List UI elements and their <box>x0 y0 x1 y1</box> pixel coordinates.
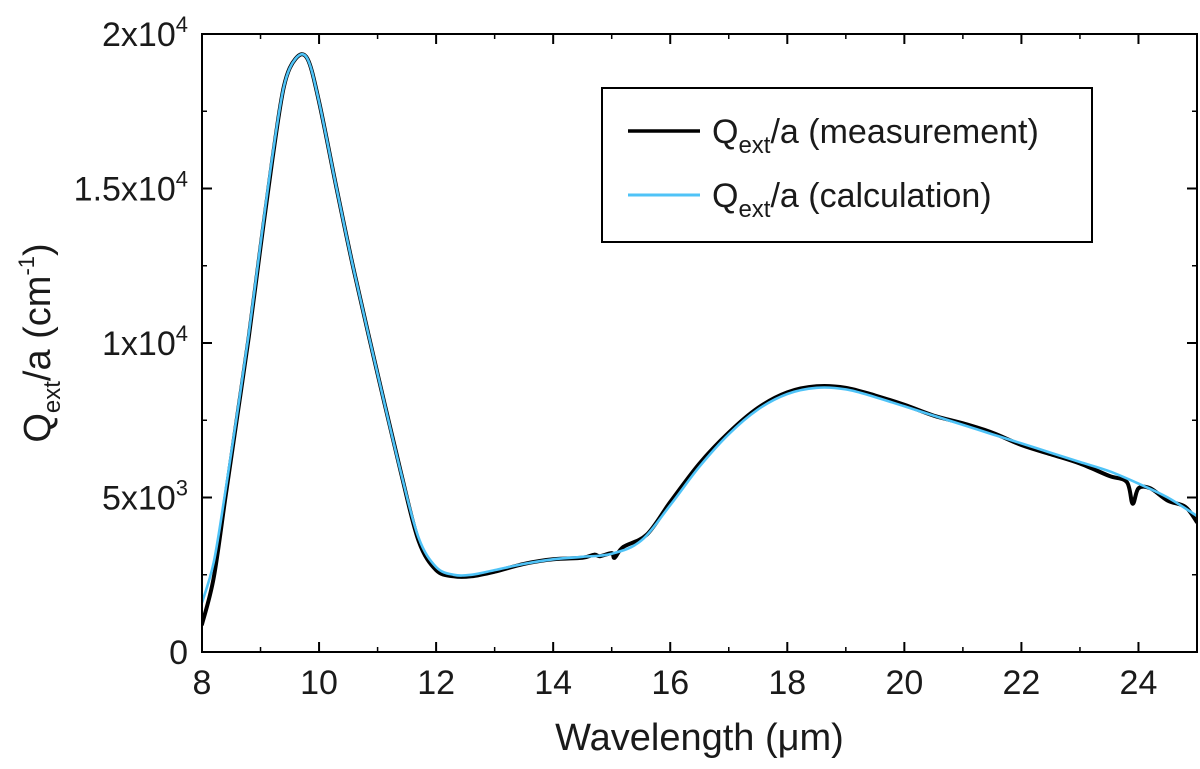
legend-label-measurement: Qext/a (measurement) <box>712 113 1039 159</box>
x-tick-label-8: 8 <box>193 664 212 702</box>
x-tick-label-12: 12 <box>417 664 455 702</box>
labels-layer: 8 10 12 14 16 18 20 22 24 0 5x103 1x104 1.5x104 2x104 <box>74 12 1158 702</box>
y-axis-title: Qext/a (cm-1) <box>14 243 66 442</box>
legend-label-calculation: Qext/a (calculation) <box>712 177 992 223</box>
x-tick-label-16: 16 <box>651 664 689 702</box>
x-tick-label-20: 20 <box>885 664 923 702</box>
y-title-sup: -1 <box>14 256 39 276</box>
y-title-close: ) <box>17 243 59 256</box>
x-tick-label-24: 24 <box>1120 664 1158 702</box>
y-title-rest: /a (cm <box>17 276 59 382</box>
legend: Qext/a (measurement) Qext/a (calculation… <box>601 87 1093 243</box>
y-title-q: Q <box>17 413 59 443</box>
legend-box <box>601 87 1093 243</box>
series-line-calculation <box>202 52 1197 604</box>
series-layer <box>202 52 1197 627</box>
y-tick-label-15000: 1.5x104 <box>74 167 188 209</box>
x-tick-label-10: 10 <box>300 664 338 702</box>
x-tick-label-14: 14 <box>534 664 572 702</box>
x-axis-title: Wavelength (μm) <box>555 717 844 759</box>
y-tick-label-10000: 1x104 <box>102 321 188 363</box>
ticks-layer <box>201 33 1197 653</box>
y-tick-label-20000: 2x104 <box>102 12 188 54</box>
x-tick-label-18: 18 <box>768 664 806 702</box>
y-tick-label-5000: 5x103 <box>102 476 188 518</box>
x-tick-label-22: 22 <box>1002 664 1040 702</box>
y-title-sub: ext <box>39 381 66 413</box>
y-tick-label-0: 0 <box>169 634 188 672</box>
